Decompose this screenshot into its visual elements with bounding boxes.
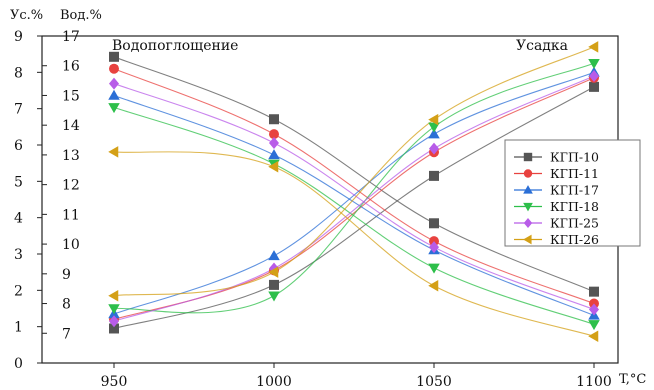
series-5-shrinkage-line: [113, 75, 595, 322]
y-left-tick-label: 3: [14, 247, 23, 263]
y-left-axis-label: Ус.%: [10, 8, 43, 23]
y-right-tick-label: 10: [62, 237, 80, 253]
series-5-water-absorption-point: [109, 77, 119, 90]
series-6-water-absorption-point: [268, 161, 279, 173]
series-2-water-absorption-point: [109, 63, 119, 74]
legend-label: КГП-17: [550, 183, 599, 198]
series-6-water-absorption-line: [113, 151, 595, 337]
y-right-tick-label: 9: [62, 267, 71, 283]
series-2-water-absorption-point: [269, 129, 279, 140]
x-axis-label: T,°C: [619, 372, 646, 387]
series-1-shrinkage-point: [429, 170, 439, 181]
series-1-shrinkage-point: [589, 81, 599, 92]
legend-marker: [523, 185, 533, 194]
legend-label: КГП-10: [550, 150, 599, 165]
series-1-water-absorption-point: [429, 218, 439, 229]
series-4-water-absorption-point: [588, 320, 600, 331]
y-left-tick-label: 9: [14, 29, 23, 45]
legend-label: КГП-26: [550, 232, 599, 247]
annotation-shrinkage: Усадка: [516, 38, 568, 54]
y-left-tick-label: 2: [14, 283, 23, 299]
series-5-shrinkage-point: [109, 315, 119, 328]
series-4-water-absorption-point: [108, 103, 120, 114]
y-right-tick-label: 13: [62, 148, 80, 164]
series-5-water-absorption-line: [113, 83, 595, 311]
y-right-tick-label: 15: [62, 88, 80, 104]
series-1-water-absorption-point: [109, 51, 119, 62]
y-right-tick-label: 16: [62, 59, 80, 75]
legend-marker: [523, 152, 533, 162]
annotation-water-absorption: Водопоглощение: [112, 38, 238, 54]
series-1-water-absorption-line: [113, 56, 595, 293]
y-left-tick-label: 6: [14, 138, 23, 154]
y-left-tick-label: 0: [14, 356, 23, 372]
series-6-water-absorption-point: [588, 330, 599, 342]
series-6-water-absorption-point: [428, 279, 439, 292]
series-3-water-absorption-line: [113, 94, 595, 316]
series-3-water-absorption-point: [268, 149, 280, 160]
series-4-shrinkage-point: [108, 304, 120, 315]
series-4-shrinkage-line: [113, 62, 595, 314]
series-6-shrinkage-line: [113, 46, 595, 297]
y-right-tick-label: 7: [62, 326, 71, 342]
series-3-water-absorption-point: [108, 89, 120, 100]
y-right-tick-label: 11: [62, 207, 80, 223]
series-2-water-absorption-line: [113, 68, 595, 305]
series-5-water-absorption-point: [429, 241, 439, 254]
x-tick-label: 1050: [416, 374, 452, 390]
series-5-water-absorption-point: [589, 303, 599, 316]
series-4-shrinkage-point: [268, 291, 280, 302]
series-6-shrinkage-point: [588, 41, 599, 53]
y-right-tick-label: 14: [62, 118, 80, 134]
series-1-water-absorption-point: [589, 286, 599, 297]
legend-label: КГП-11: [550, 166, 599, 181]
series-6-shrinkage-point: [428, 113, 439, 126]
y-right-tick-label: 12: [62, 178, 80, 194]
series-4-shrinkage-point: [428, 122, 440, 133]
series-4-shrinkage-point: [588, 59, 600, 69]
series-markers: [108, 41, 600, 342]
series-curves: [113, 46, 595, 337]
series-3-shrinkage-point: [268, 250, 280, 261]
legend-marker: [523, 202, 533, 212]
x-tick-label: 950: [101, 374, 128, 390]
x-tick-label: 1000: [256, 374, 292, 390]
y-left-tick-label: 4: [14, 211, 23, 227]
y-right-tick-label: 17: [62, 29, 80, 45]
y-left-tick-label: 1: [14, 320, 23, 336]
legend-label: КГП-18: [550, 199, 599, 214]
legend-marker: [523, 169, 533, 178]
y-right-tick-label: 8: [62, 297, 71, 313]
series-5-shrinkage-point: [589, 69, 599, 82]
series-4-water-absorption-line: [113, 106, 595, 325]
series-4-water-absorption-point: [428, 263, 440, 274]
series-5-shrinkage-point: [429, 142, 439, 155]
series-6-water-absorption-point: [108, 146, 119, 158]
series-1-shrinkage-point: [269, 279, 279, 290]
series-6-shrinkage-point: [108, 290, 119, 302]
series-1-shrinkage-point: [109, 323, 119, 334]
y-right-axis-label: Вод.%: [60, 8, 102, 23]
x-tick-label: 1100: [576, 374, 612, 390]
legend-marker: [523, 234, 532, 245]
y-left-tick-label: 7: [14, 102, 23, 118]
y-left-tick-label: 5: [14, 174, 23, 190]
series-3-shrinkage-point: [428, 128, 440, 139]
series-6-shrinkage-point: [268, 266, 279, 278]
y-left-tick-label: 8: [14, 65, 23, 81]
series-1-water-absorption-point: [269, 114, 279, 125]
legend-marker: [523, 217, 533, 229]
legend-label: КГП-25: [550, 216, 599, 231]
series-5-water-absorption-point: [269, 137, 279, 150]
